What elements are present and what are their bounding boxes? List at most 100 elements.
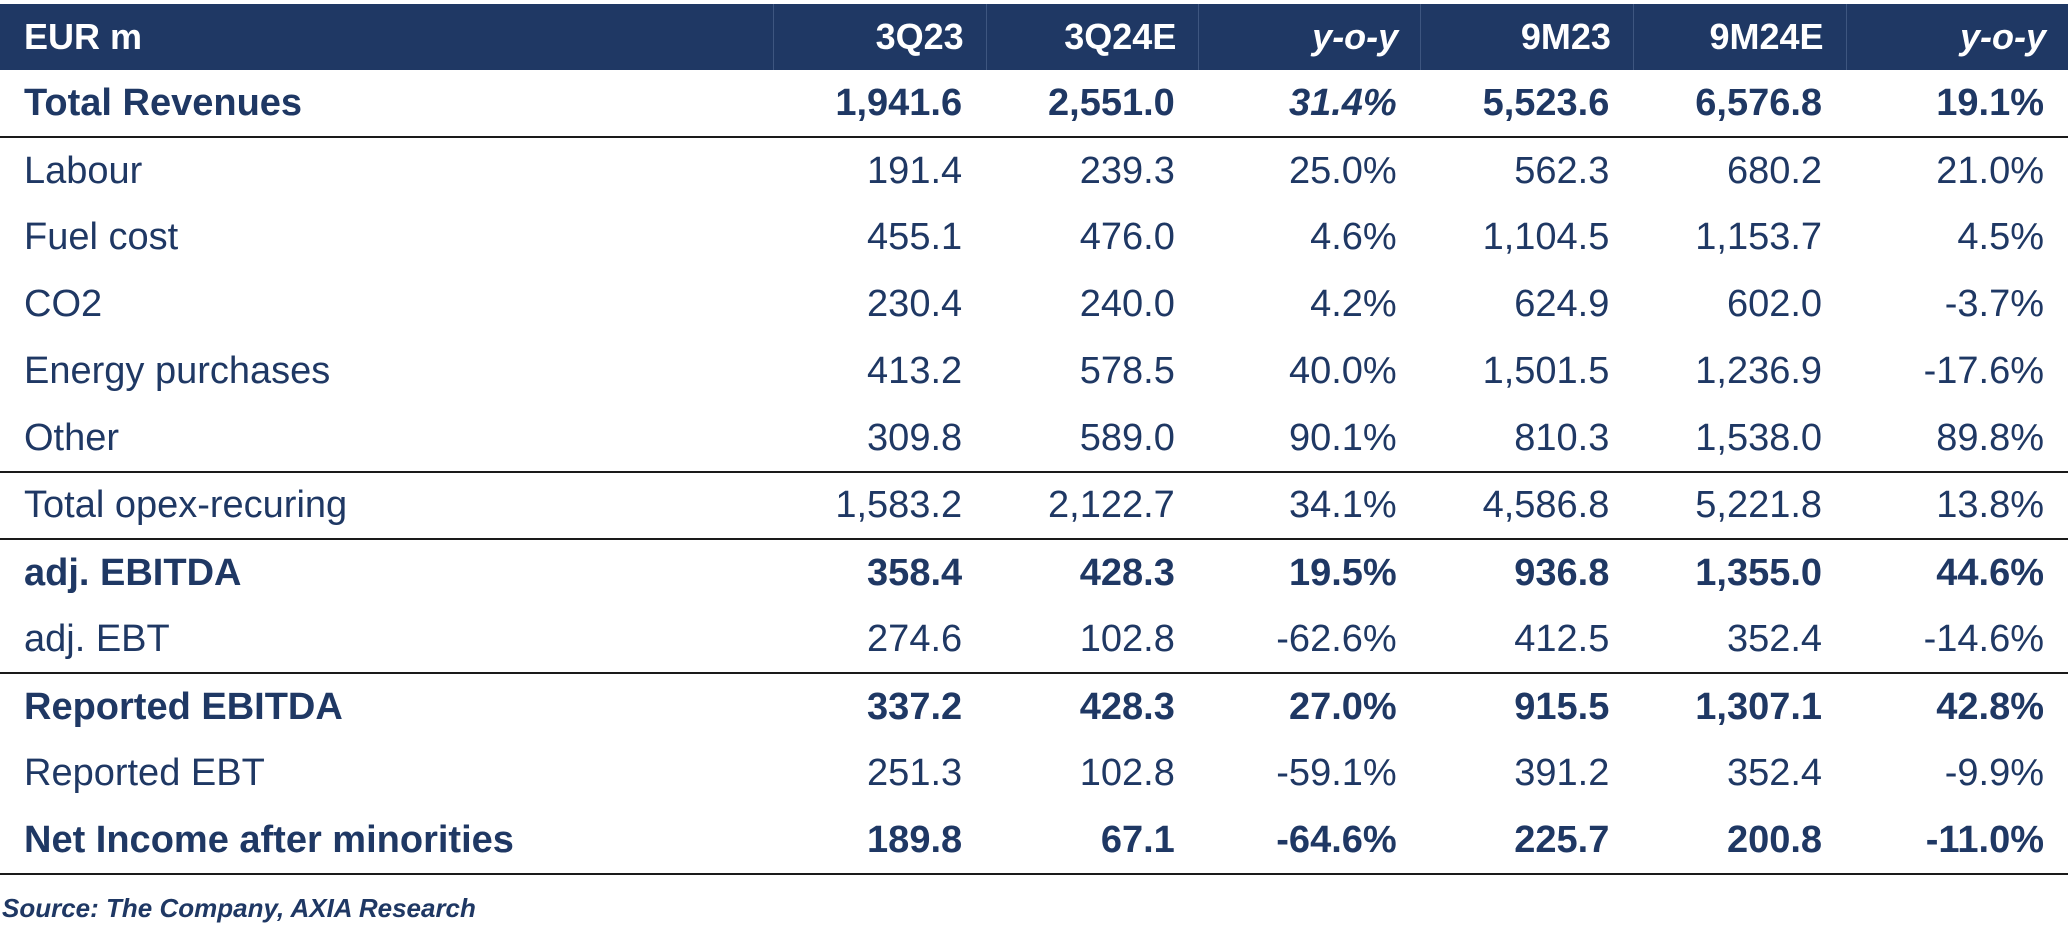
cell: 90.1% [1288, 416, 1397, 459]
header-row: EUR m 3Q23 3Q24E y-o-y 9M23 9M24E y-o-y [0, 4, 2068, 70]
cell: 191.4 [773, 136, 987, 204]
cell: -14.6% [1923, 617, 2044, 660]
cell: 4,586.8 [1420, 471, 1634, 539]
cell: 412.5 [1514, 617, 1610, 660]
cell: 274.6 [867, 617, 963, 660]
cell: 915.5 [1420, 672, 1634, 740]
row-label: Reported EBT [24, 752, 265, 794]
cell: 31.4% [1288, 81, 1397, 124]
cell: 1,538.0 [1695, 416, 1823, 459]
row-label: Fuel cost [24, 216, 179, 258]
cell: 5,523.6 [1482, 81, 1610, 124]
header-3q23: 3Q23 [772, 4, 987, 70]
cell: 578.5 [1079, 350, 1175, 392]
cell: 19.5% [1198, 538, 1421, 606]
cell: 1,104.5 [1482, 216, 1610, 258]
row-label: Net Income after minorities [0, 807, 774, 875]
cell: 21.0% [1846, 136, 2068, 204]
cell: 1,941.6 [835, 81, 963, 124]
cell: 4.6% [1310, 216, 1397, 258]
cell: 40.0% [1288, 350, 1397, 392]
cell: -59.1% [1276, 752, 1397, 794]
cell: 230.4 [867, 283, 963, 325]
cell: 1,583.2 [773, 471, 987, 539]
cell: 6,576.8 [1695, 81, 1823, 124]
cell: -62.6% [1276, 617, 1397, 660]
cell: 27.0% [1198, 672, 1421, 740]
row-energy-purchases: Energy purchases 413.2 578.5 40.0% 1,501… [0, 338, 2068, 405]
cell: 1,153.7 [1695, 216, 1823, 258]
cell: 1,501.5 [1482, 350, 1610, 392]
cell: 337.2 [773, 672, 987, 740]
row-label: Labour [0, 136, 774, 204]
row-label: Total Revenues [24, 81, 303, 124]
row-label: Other [24, 416, 120, 459]
cell: 2,122.7 [986, 471, 1199, 539]
row-other: Other 309.8 589.0 90.1% 810.3 1,538.0 89… [0, 405, 2068, 472]
cell: 309.8 [867, 416, 963, 459]
row-label: Reported EBITDA [0, 672, 774, 740]
header-9m23: 9M23 [1420, 4, 1634, 70]
cell: 44.6% [1846, 538, 2068, 606]
row-labour: Labour 191.4 239.3 25.0% 562.3 680.2 21.… [0, 136, 2068, 204]
header-label: EUR m [24, 16, 143, 57]
cell: 413.2 [867, 350, 963, 392]
cell: 67.1 [986, 807, 1199, 875]
cell: 562.3 [1420, 136, 1634, 204]
cell: 936.8 [1420, 538, 1634, 606]
cell: -11.0% [1846, 807, 2068, 875]
row-reported-ebitda: Reported EBITDA 337.2 428.3 27.0% 915.5 … [0, 672, 2068, 740]
cell: 428.3 [986, 538, 1199, 606]
row-label: adj. EBT [24, 617, 170, 660]
cell: -64.6% [1198, 807, 1421, 875]
cell: 358.4 [773, 538, 987, 606]
cell: 428.3 [986, 672, 1199, 740]
cell: 455.1 [867, 216, 963, 258]
cell: 2,551.0 [1048, 81, 1175, 124]
row-net-income: Net Income after minorities 189.8 67.1 -… [0, 807, 2068, 875]
cell: 4.2% [1310, 283, 1397, 325]
cell: 42.8% [1846, 672, 2068, 740]
header-3q24e: 3Q24E [985, 4, 1199, 70]
row-fuel-cost: Fuel cost 455.1 476.0 4.6% 1,104.5 1,153… [0, 204, 2068, 271]
cell: 102.8 [1079, 752, 1175, 794]
cell: 1,355.0 [1633, 538, 1847, 606]
cell: 189.8 [773, 807, 987, 875]
row-adj-ebt: adj. EBT 274.6 102.8 -62.6% 412.5 352.4 … [0, 606, 2068, 673]
row-label: Total opex-recuring [0, 471, 774, 539]
cell: 5,221.8 [1633, 471, 1847, 539]
cell: 810.3 [1514, 416, 1610, 459]
header-yoy-9m: y-o-y [1845, 4, 2068, 70]
cell: 680.2 [1633, 136, 1847, 204]
cell: 1,307.1 [1633, 672, 1847, 740]
row-label: Energy purchases [24, 350, 331, 392]
financial-table: EUR m 3Q23 3Q24E y-o-y 9M23 9M24E y-o-y … [0, 4, 2068, 875]
cell: 225.7 [1420, 807, 1634, 875]
cell: 25.0% [1198, 136, 1421, 204]
cell: 251.3 [867, 752, 963, 794]
cell: 239.3 [986, 136, 1199, 204]
cell: 89.8% [1936, 416, 2044, 459]
header-yoy-quarter: y-o-y [1198, 4, 1421, 70]
cell: 240.0 [1079, 283, 1175, 325]
cell: -3.7% [1944, 283, 2044, 325]
header-9m24e: 9M24E [1632, 4, 1847, 70]
cell: 391.2 [1514, 752, 1610, 794]
cell: 624.9 [1514, 283, 1610, 325]
row-total-revenues: Total Revenues 1,941.6 2,551.0 31.4% 5,5… [0, 70, 2068, 137]
cell: 13.8% [1846, 471, 2068, 539]
cell: 4.5% [1957, 216, 2044, 258]
row-co2: CO2 230.4 240.0 4.2% 624.9 602.0 -3.7% [0, 271, 2068, 338]
row-reported-ebt: Reported EBT 251.3 102.8 -59.1% 391.2 35… [0, 740, 2068, 807]
cell: 589.0 [1079, 416, 1175, 459]
cell: 102.8 [1079, 617, 1175, 660]
row-total-opex: Total opex-recuring 1,583.2 2,122.7 34.1… [0, 471, 2068, 539]
cell: 352.4 [1726, 617, 1823, 660]
cell: 19.1% [1936, 81, 2044, 124]
cell: 1,236.9 [1695, 350, 1823, 392]
cell: -17.6% [1923, 350, 2044, 392]
cell: 602.0 [1726, 283, 1823, 325]
cell: 200.8 [1633, 807, 1847, 875]
row-label: adj. EBITDA [0, 538, 774, 606]
